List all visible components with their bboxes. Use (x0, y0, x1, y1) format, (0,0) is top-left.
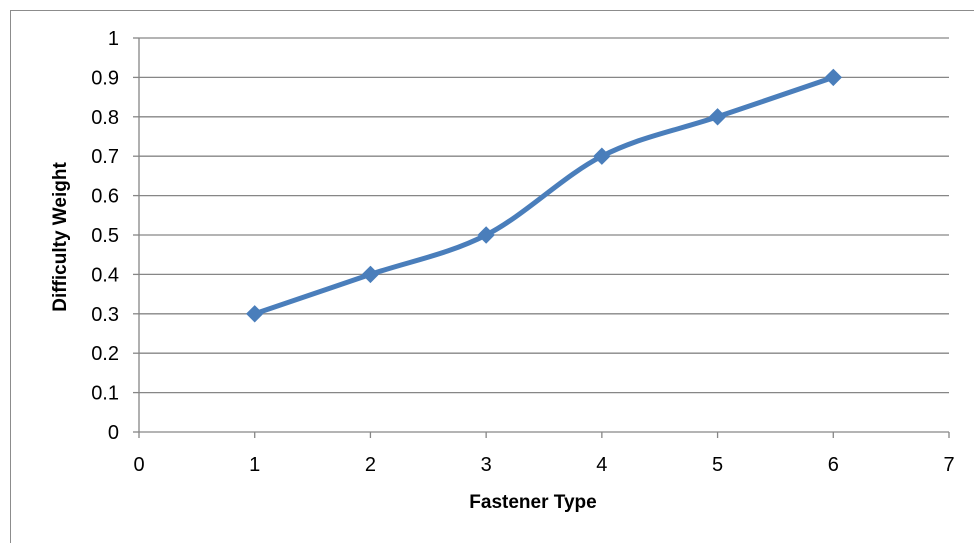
y-tick-label: 1 (108, 28, 119, 50)
data-point-diamond (477, 226, 495, 244)
y-tick-label: 0.2 (91, 343, 119, 365)
y-tick-label: 0.4 (91, 264, 119, 286)
x-tick-label: 1 (249, 454, 260, 476)
y-tick-label: 0.8 (91, 107, 119, 129)
axes (133, 37, 950, 438)
x-tick-label: 2 (365, 454, 376, 476)
x-tick-label: 7 (943, 454, 954, 476)
y-tick-label: 0.3 (91, 304, 119, 326)
y-tick-label: 0.6 (91, 186, 119, 208)
y-tick-label: 0.5 (91, 225, 119, 247)
y-tick-label: 0.9 (91, 67, 119, 89)
gridlines (139, 37, 949, 394)
x-tick-label: 5 (712, 454, 723, 476)
x-tick-labels: 0 1 2 3 4 5 6 7 (133, 454, 954, 476)
chart-frame (10, 10, 974, 543)
series-group (246, 68, 842, 323)
data-point-diamond (361, 265, 380, 284)
x-tick-label: 0 (133, 454, 144, 476)
y-tick-label: 0 (108, 422, 119, 444)
y-tick-label: 0.1 (91, 383, 119, 405)
data-point-diamond (824, 68, 842, 87)
y-tick-label: 0.7 (91, 146, 119, 168)
y-tick-labels: 0 0.1 0.2 0.3 0.4 0.5 0.6 0.7 0.8 0.9 1 (91, 28, 119, 444)
data-point-diamond (593, 147, 611, 165)
data-point-diamond (708, 108, 727, 126)
x-axis-title: Fastener Type (469, 492, 596, 513)
x-tick-label: 4 (596, 454, 607, 476)
y-axis-title: Difficulty Weight (50, 162, 71, 312)
x-tick-label: 3 (481, 454, 492, 476)
series-line (252, 74, 836, 317)
x-tick-label: 6 (828, 454, 839, 476)
data-point-diamond (246, 305, 264, 323)
